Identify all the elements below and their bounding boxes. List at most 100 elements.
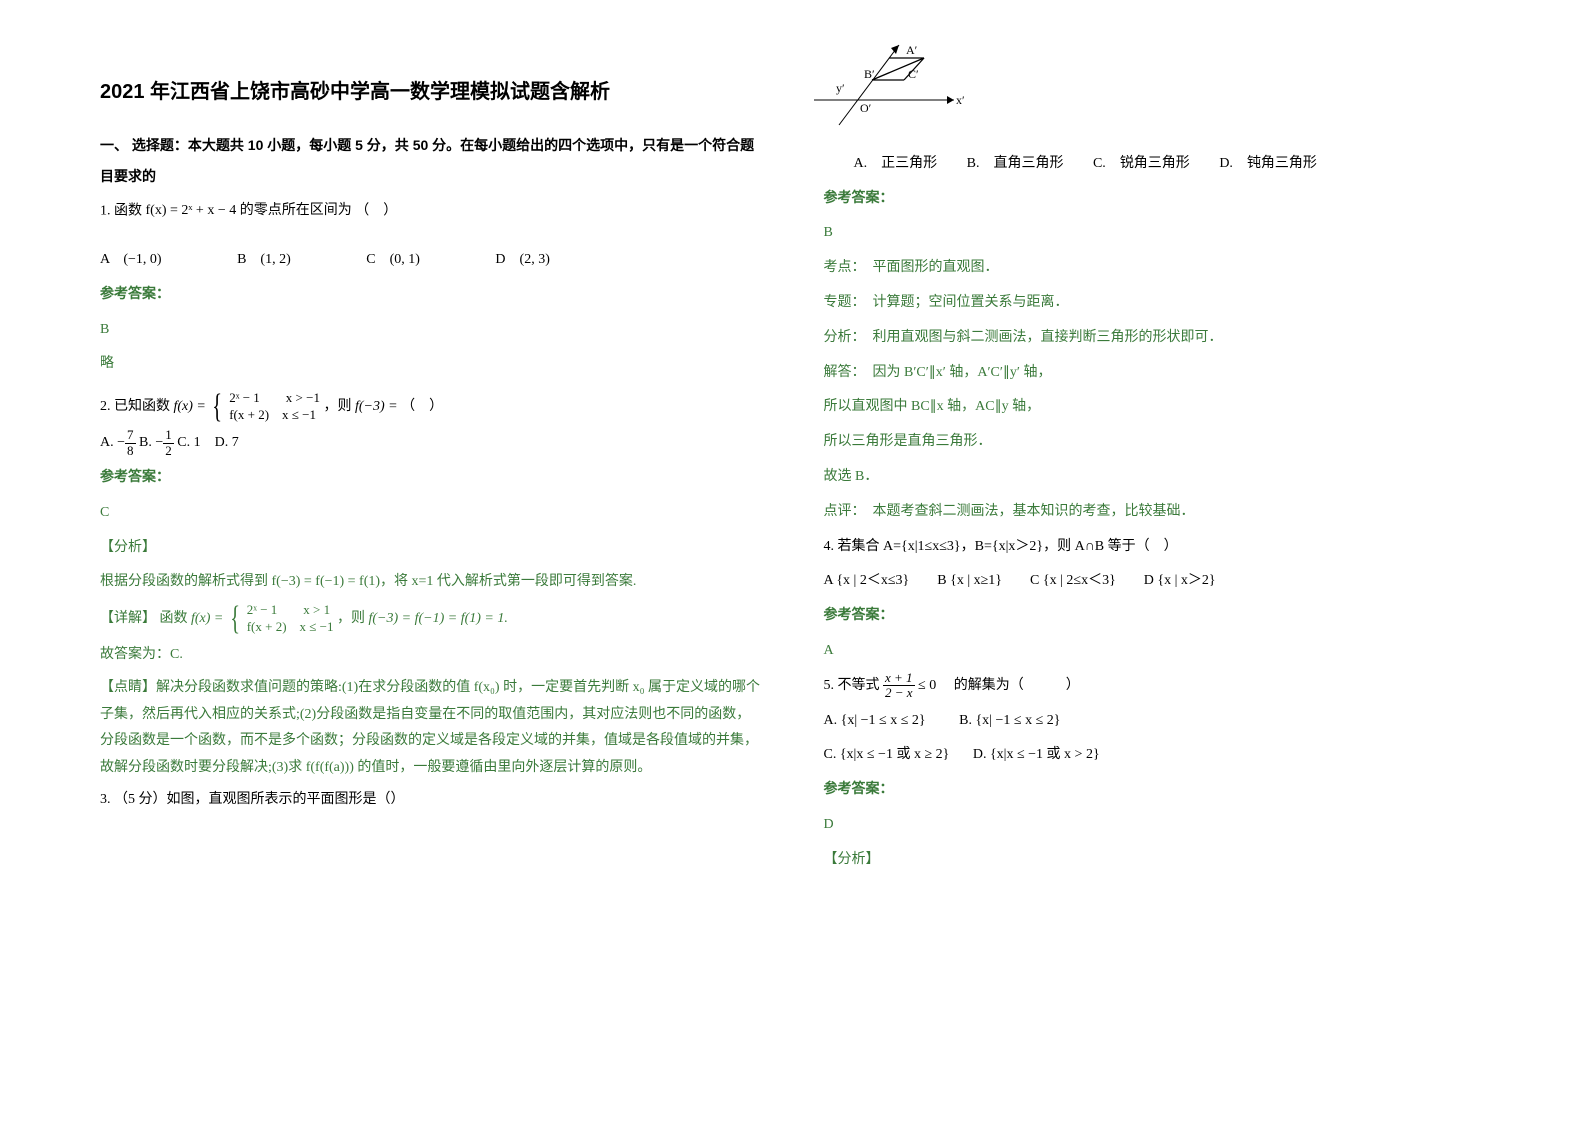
q4-answer: A [824, 636, 1488, 667]
q1-prefix: 1. 函数 [100, 203, 142, 218]
q3-choice-a-val: 正三角形 [881, 156, 937, 171]
q5-choices-row2: C. {x|x ≤ −1 或 x ≥ 2} D. {x|x ≤ −1 或 x >… [824, 740, 1488, 771]
q5-frac: x + 1 2 − x [883, 671, 915, 701]
q2-choice-a-frac: 78 [125, 428, 136, 458]
q2-choices: A. −78 B. −12 C. 1 D. 7 [100, 428, 764, 459]
frac-num: x + 1 [883, 671, 915, 686]
q3-line-2: 分析： 利用直观图与斜二测画法，直接判断三角形的形状即可． [824, 323, 1488, 354]
q5-suffix: 的解集为（ ） [940, 678, 1080, 693]
frac-num: 1 [163, 428, 174, 443]
label-a: A′ [906, 43, 918, 57]
q3-line-0: 考点： 平面图形的直观图． [824, 253, 1488, 284]
q1-choices: A (−1, 0) B (1, 2) C (0, 1) D (2, 3) [100, 245, 764, 276]
q3-answer: B [824, 218, 1488, 249]
q2-detail-pw-row-1: f(x + 2) x ≤ −1 [247, 619, 334, 636]
q2-piecewise: f(x) = { 2ˣ − 1 x > −1 f(x + 2) x ≤ −1 [174, 390, 320, 424]
q4-choices: A {x | 2＜x≤3} B {x | x≥1} C {x | 2≤x＜3} … [824, 566, 1488, 597]
q1-answer-label: 参考答案： [100, 280, 764, 311]
brace-icon: { [230, 602, 240, 636]
page: 2021 年江西省上饶市高砂中学高一数学理模拟试题含解析 一、 选择题：本大题共… [0, 0, 1587, 1122]
q2-answer-label: 参考答案： [100, 463, 764, 494]
q3-choices: A. 正三角形 B. 直角三角形 C. 锐角三角形 D. 钝角三角形 [824, 149, 1488, 180]
q1-tail: （ ） [355, 203, 397, 218]
q2-pw-row-0: 2ˣ − 1 x > −1 [229, 390, 320, 407]
q5-choice-b: B. {x| −1 ≤ x ≤ 2} [959, 713, 1060, 728]
doc-title: 2021 年江西省上饶市高砂中学高一数学理模拟试题含解析 [100, 70, 764, 114]
q5-choice-d: D. {x|x ≤ −1 或 x > 2} [973, 747, 1100, 762]
q5-choices-row1: A. {x| −1 ≤ x ≤ 2} B. {x| −1 ≤ x ≤ 2} [824, 706, 1488, 737]
q2-detail-prefix: 函数 [160, 611, 188, 626]
q2-detail-eq: f(−3) = f(−1) = f(1) = 1. [369, 611, 508, 626]
q1-answer: B [100, 315, 764, 346]
q1-formula: f(x) = 2ˣ + x − 4 的零点所在区间为 [146, 196, 352, 227]
q3-diagram: y′ x′ O′ A′ B′ C′ [804, 30, 1488, 143]
frac-den: 2 [163, 444, 174, 458]
q2-mid: ，则 [323, 399, 351, 414]
q1-choice-a-val: (−1, 0) [123, 245, 161, 276]
q5-choice-a: A. {x| −1 ≤ x ≤ 2} [824, 713, 926, 728]
frac-den: 8 [125, 444, 136, 458]
q3-line-6: 故选 B． [824, 462, 1488, 493]
q3-choice-a: A. 正三角形 [854, 156, 938, 171]
q3-line-3: 解答： 因为 B′C′∥x′ 轴，A′C′∥y′ 轴， [824, 358, 1488, 389]
q2-stem: 2. 已知函数 f(x) = { 2ˣ − 1 x > −1 f(x + 2) … [100, 390, 764, 424]
label-o: O′ [860, 101, 872, 115]
q3-stem: 3. （5 分）如图，直观图所表示的平面图形是（） [100, 785, 764, 816]
q5-stem: 5. 不等式 x + 1 2 − x ≤ 0 的解集为（ ） [824, 671, 1488, 702]
q1-choice-b-val: (1, 2) [260, 245, 290, 276]
label-b: B′ [864, 67, 875, 81]
q3-choice-d-val: 钝角三角形 [1247, 156, 1317, 171]
q2-answer: C [100, 498, 764, 529]
q3-choice-b-val: 直角三角形 [993, 156, 1063, 171]
q1-choice-c: C (0, 1) [366, 245, 456, 276]
frac-den: 2 − x [883, 686, 915, 700]
q2-detail-conclusion: 故答案为：C. [100, 640, 764, 671]
q2-f: f(−3) = [355, 399, 398, 414]
right-column: y′ x′ O′ A′ B′ C′ A. 正三角形 B. 直角三角形 C. 锐角… [794, 70, 1488, 1082]
q3-choice-c-val: 锐角三角形 [1120, 156, 1190, 171]
q2-detail-pw-row-0: 2ˣ − 1 x > 1 [247, 602, 334, 619]
label-c: C′ [908, 67, 919, 81]
q4-answer-label: 参考答案： [824, 601, 1488, 632]
q1-choice-a: A (−1, 0) [100, 245, 198, 276]
q4-stem: 4. 若集合 A={x|1≤x≤3}，B={x|x＞2}，则 A∩B 等于（ ） [824, 532, 1488, 563]
left-column: 2021 年江西省上饶市高砂中学高一数学理模拟试题含解析 一、 选择题：本大题共… [100, 70, 794, 1082]
section-1-heading: 一、 选择题：本大题共 10 小题，每小题 5 分，共 50 分。在每小题给出的… [100, 130, 764, 192]
q1-choice-b: B (1, 2) [237, 245, 327, 276]
q2-prefix: 2. 已知函数 [100, 399, 170, 414]
q3-line-5: 所以三角形是直角三角形． [824, 427, 1488, 458]
q1-choice-d-val: (2, 3) [520, 245, 550, 276]
oblique-diagram-svg: y′ x′ O′ A′ B′ C′ [804, 30, 974, 130]
q2-detail-pw-lhs: f(x) = [191, 604, 223, 635]
q1-choice-d: D (2, 3) [495, 245, 585, 276]
brace-icon: { [213, 390, 223, 424]
q3-choice-c: C. 锐角三角形 [1093, 156, 1190, 171]
label-x: x′ [956, 93, 965, 107]
q3-line-7: 点评： 本题考查斜二测画法，基本知识的考查，比较基础． [824, 497, 1488, 528]
q5-analysis-label: 【分析】 [824, 845, 1488, 876]
q3-answer-label: 参考答案： [824, 184, 1488, 215]
q2-choice-b-prefix: B. [139, 435, 152, 450]
q3-choice-b: B. 直角三角形 [967, 156, 1064, 171]
q3-choice-d: D. 钝角三角形 [1219, 156, 1317, 171]
q5-choice-c: C. {x|x ≤ −1 或 x ≥ 2} [824, 747, 950, 762]
q2-detail-pw-rows: 2ˣ − 1 x > 1 f(x + 2) x ≤ −1 [247, 602, 334, 636]
q2-detail: 【详解】 函数 f(x) = { 2ˣ − 1 x > 1 f(x + 2) x… [100, 602, 764, 636]
q2-piecewise-lhs: f(x) = [174, 392, 206, 423]
q2-analysis-label: 【分析】 [100, 533, 764, 564]
q2-comment-label: 【点睛】 [100, 680, 156, 695]
q2-piecewise-rows: 2ˣ − 1 x > −1 f(x + 2) x ≤ −1 [229, 390, 320, 424]
frac-num: 7 [125, 428, 136, 443]
q2-detail-piecewise: f(x) = { 2ˣ − 1 x > 1 f(x + 2) x ≤ −1 [191, 602, 334, 636]
q3-line-1: 专题： 计算题；空间位置关系与距离． [824, 288, 1488, 319]
q2-comment: 【点睛】解决分段函数求值问题的策略:(1)在求分段函数的值 f(x₀) 时，一定… [100, 675, 764, 781]
q2-choice-a-prefix: A. [100, 435, 114, 450]
q5-prefix: 5. 不等式 [824, 678, 880, 693]
q2-detail-label: 【详解】 [100, 611, 156, 626]
q2-comment-body: 解决分段函数求值问题的策略:(1)在求分段函数的值 f(x₀) 时，一定要首先判… [100, 680, 760, 775]
q2-choice-b-frac: 12 [163, 428, 174, 458]
q2-analysis-body: 根据分段函数的解析式得到 f(−3) = f(−1) = f(1)，将 x=1 … [100, 567, 764, 598]
q5-answer: D [824, 810, 1488, 841]
q1-choice-c-val: (0, 1) [390, 245, 420, 276]
q2-pw-row-1: f(x + 2) x ≤ −1 [229, 407, 320, 424]
